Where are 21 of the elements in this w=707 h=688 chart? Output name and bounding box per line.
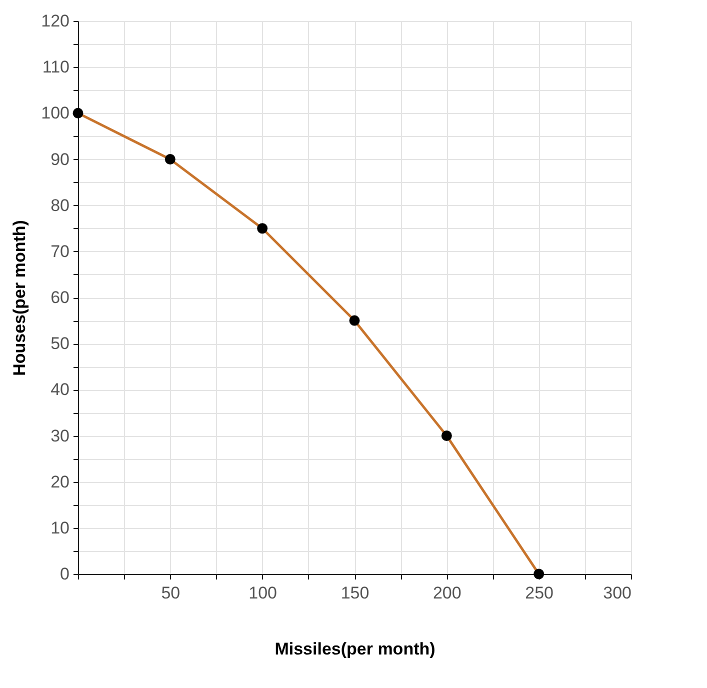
y-tick-label: 120 bbox=[41, 12, 70, 30]
x-tick-label: 300 bbox=[603, 584, 632, 602]
y-tick-label: 10 bbox=[50, 518, 70, 538]
x-tick-label: 50 bbox=[161, 584, 180, 602]
y-tick-label: 90 bbox=[50, 150, 70, 169]
x-axis-title: Missiles(per month) bbox=[274, 640, 436, 658]
y-tick-label: 30 bbox=[50, 426, 70, 446]
y-tick-label: 50 bbox=[50, 334, 70, 354]
x-tick-label: 250 bbox=[525, 584, 554, 602]
y-tick-label: 70 bbox=[50, 242, 70, 261]
y-tick-label: 80 bbox=[50, 196, 70, 215]
y-tick-label: 60 bbox=[50, 288, 70, 307]
y-tick-label: 40 bbox=[50, 380, 70, 400]
x-tick-label: 150 bbox=[340, 584, 370, 602]
x-tick-label: 200 bbox=[432, 584, 462, 602]
y-tick-label: 110 bbox=[42, 58, 70, 77]
y-tick-label: 0 bbox=[60, 564, 70, 584]
y-axis-title: Houses(per month) bbox=[10, 220, 30, 376]
y-tick-label: 20 bbox=[50, 472, 70, 492]
y-tick-label: 100 bbox=[41, 104, 70, 123]
x-tick-label: 100 bbox=[248, 584, 278, 602]
